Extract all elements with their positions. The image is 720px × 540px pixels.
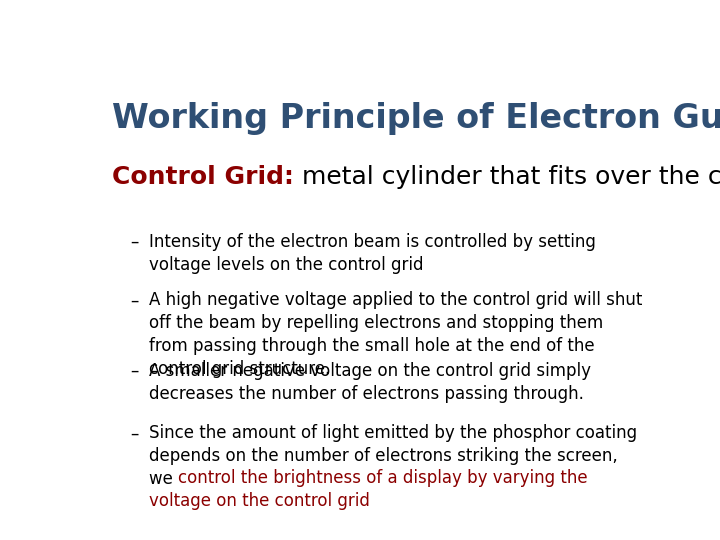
Text: –: – [130, 424, 138, 442]
Text: Control Grid:: Control Grid: [112, 165, 294, 188]
Text: A high negative voltage applied to the control grid will shut
off the beam by re: A high negative voltage applied to the c… [148, 292, 642, 378]
Text: A smaller negative voltage on the control grid simply
decreases the number of el: A smaller negative voltage on the contro… [148, 362, 590, 403]
Text: voltage on the control grid: voltage on the control grid [148, 492, 369, 510]
Text: Working Principle of Electron Gun: Working Principle of Electron Gun [112, 102, 720, 135]
Text: –: – [130, 233, 138, 251]
Text: control the brightness of a display by varying the: control the brightness of a display by v… [178, 469, 588, 488]
Text: –: – [130, 292, 138, 309]
Text: –: – [130, 362, 138, 380]
Text: we: we [148, 469, 178, 488]
Text: Intensity of the electron beam is controlled by setting
voltage levels on the co: Intensity of the electron beam is contro… [148, 233, 595, 274]
Text: Since the amount of light emitted by the phosphor coating
depends on the number : Since the amount of light emitted by the… [148, 424, 636, 488]
Text: metal cylinder that fits over the cathode: metal cylinder that fits over the cathod… [294, 165, 720, 188]
